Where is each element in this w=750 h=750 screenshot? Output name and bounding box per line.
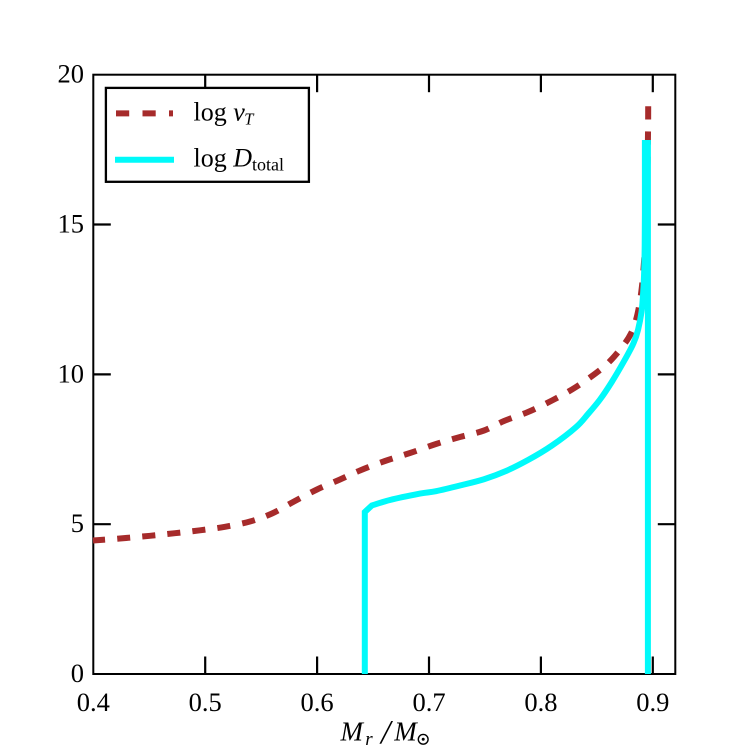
- svg-text:20: 20: [58, 59, 85, 89]
- svg-text:15: 15: [58, 209, 85, 239]
- svg-text:0.8: 0.8: [524, 687, 557, 717]
- svg-text:0.5: 0.5: [189, 687, 222, 717]
- svg-text:0.7: 0.7: [412, 687, 445, 717]
- svg-text:0: 0: [71, 658, 84, 688]
- svg-text:M: M: [340, 717, 365, 747]
- svg-text:M: M: [393, 717, 418, 747]
- svg-text:0.6: 0.6: [301, 687, 334, 717]
- svg-text:r: r: [365, 729, 373, 750]
- svg-text:5: 5: [71, 508, 84, 538]
- svg-text:0.4: 0.4: [77, 687, 110, 717]
- svg-text:10: 10: [58, 358, 85, 388]
- svg-text:/: /: [379, 714, 394, 750]
- svg-text:0.9: 0.9: [636, 687, 669, 717]
